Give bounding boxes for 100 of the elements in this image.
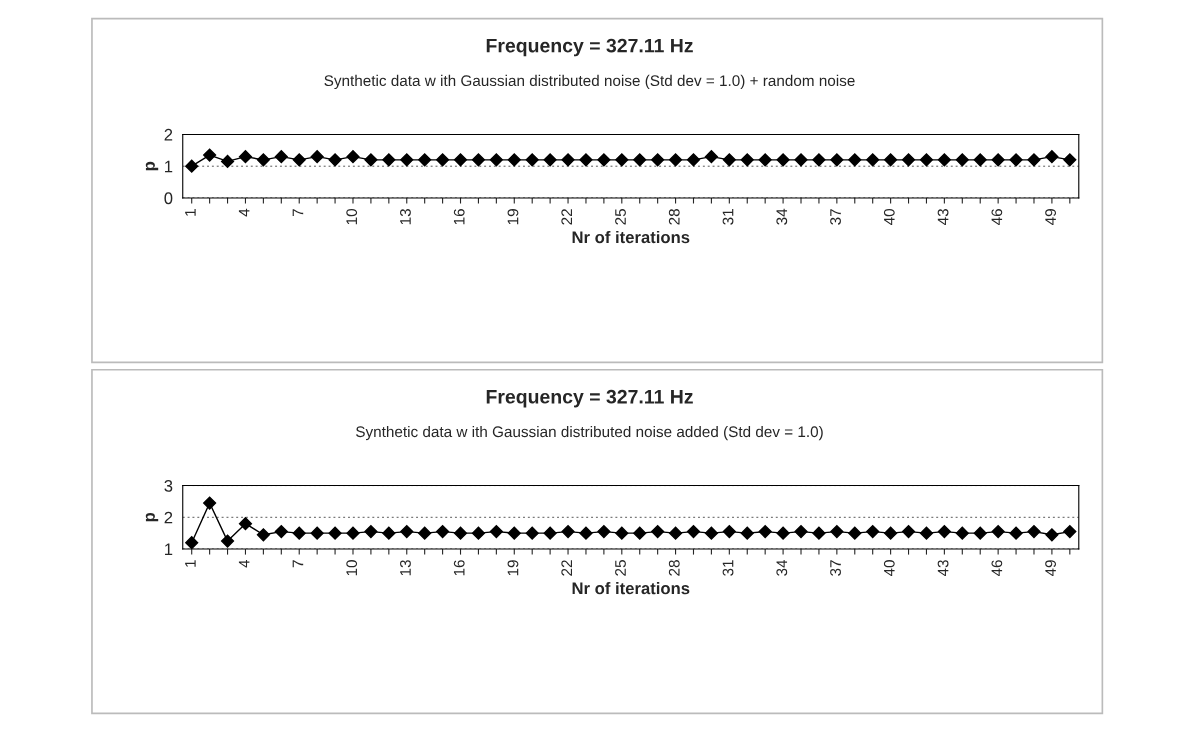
y-axis-title: p: [145, 512, 159, 522]
y-tick-label: 1: [165, 160, 173, 173]
point: [543, 526, 557, 540]
point: [1009, 153, 1023, 167]
x-tick-label: 22: [561, 209, 572, 225]
point: [507, 153, 521, 167]
point: [597, 524, 611, 539]
point: [543, 153, 557, 167]
chart-subtitle: Synthetic data w ith Gaussian distributed noise added (Std dev = 1.0): [356, 425, 823, 441]
point: [1045, 528, 1059, 542]
point: [812, 153, 826, 167]
point: [489, 153, 503, 167]
x-tick-label: 16: [453, 209, 465, 225]
x-tick-label: 4: [238, 559, 250, 568]
point: [794, 153, 808, 167]
point: [722, 153, 736, 167]
point: [686, 153, 701, 167]
point: [740, 526, 754, 540]
point: [633, 153, 647, 167]
point: [561, 153, 575, 167]
point: [1027, 153, 1041, 167]
point: [776, 526, 790, 540]
point: [758, 153, 772, 167]
chart-title: Frequency = 327.11 Hz: [486, 38, 693, 57]
x-tick-label: 16: [453, 560, 465, 576]
x-tick-label: 37: [830, 209, 841, 225]
x-tick-label: 49: [1045, 560, 1056, 577]
x-tick-label: 43: [937, 560, 949, 577]
point: [794, 524, 808, 539]
point: [274, 150, 288, 164]
x-tick-label: 28: [668, 560, 680, 576]
x-tick-label: 7: [292, 560, 304, 568]
point: [668, 526, 683, 540]
point: [740, 153, 754, 167]
x-axis-title: Nr of iterations: [572, 582, 690, 595]
x-tick-label: 31: [722, 560, 734, 576]
point: [848, 526, 862, 540]
point: [453, 153, 468, 167]
point: [364, 524, 378, 539]
point: [776, 153, 790, 167]
point: [1045, 150, 1059, 164]
point: [866, 524, 880, 539]
point: [471, 153, 486, 167]
point: [758, 524, 772, 539]
point: [185, 159, 199, 173]
point: [901, 153, 916, 167]
point: [1063, 153, 1077, 167]
x-tick-label: 25: [615, 209, 626, 225]
point: [973, 526, 987, 540]
point: [830, 153, 844, 167]
point: [1063, 524, 1077, 539]
point: [292, 526, 306, 540]
point: [668, 153, 683, 167]
y-tick-label: 2: [164, 128, 173, 141]
x-tick-label: 34: [776, 208, 788, 225]
x-axis-title: Nr of iterations: [572, 230, 690, 244]
point: [901, 524, 916, 539]
point: [436, 153, 450, 167]
point: [1027, 524, 1041, 539]
point: [919, 153, 934, 167]
point: [400, 524, 414, 539]
x-tick-label: 25: [615, 560, 626, 576]
point: [256, 153, 270, 167]
point: [633, 526, 647, 540]
point: [704, 150, 718, 164]
point: [418, 526, 432, 540]
point: [866, 153, 880, 167]
y-tick-label: 3: [164, 479, 173, 492]
point: [615, 526, 629, 540]
x-tick-label: 40: [883, 208, 895, 226]
point: [919, 526, 934, 540]
point: [310, 526, 324, 540]
point: [328, 153, 342, 167]
point: [382, 526, 396, 540]
point: [1009, 526, 1023, 540]
x-tick-label: 13: [400, 209, 411, 225]
x-tick-label: 19: [507, 560, 519, 576]
x-tick-label: 10: [346, 560, 358, 576]
point: [346, 150, 360, 164]
point: [812, 526, 826, 540]
x-tick-label: 10: [346, 208, 358, 225]
point: [203, 496, 217, 510]
point: [704, 526, 718, 540]
x-tick-label: 46: [991, 209, 1003, 226]
point: [400, 153, 414, 167]
point: [346, 526, 360, 540]
y-tick-label: 0: [164, 192, 173, 205]
x-tick-label: 31: [722, 209, 734, 225]
point: [525, 526, 539, 540]
point: [238, 517, 253, 531]
point: [848, 153, 862, 167]
x-tick-label: 34: [776, 559, 788, 576]
point: [220, 154, 235, 169]
point: [579, 526, 593, 540]
point: [256, 528, 270, 542]
point: [686, 524, 701, 539]
x-tick-label: 1: [185, 209, 196, 216]
point: [615, 153, 629, 167]
point: [382, 153, 396, 167]
point: [489, 524, 503, 539]
